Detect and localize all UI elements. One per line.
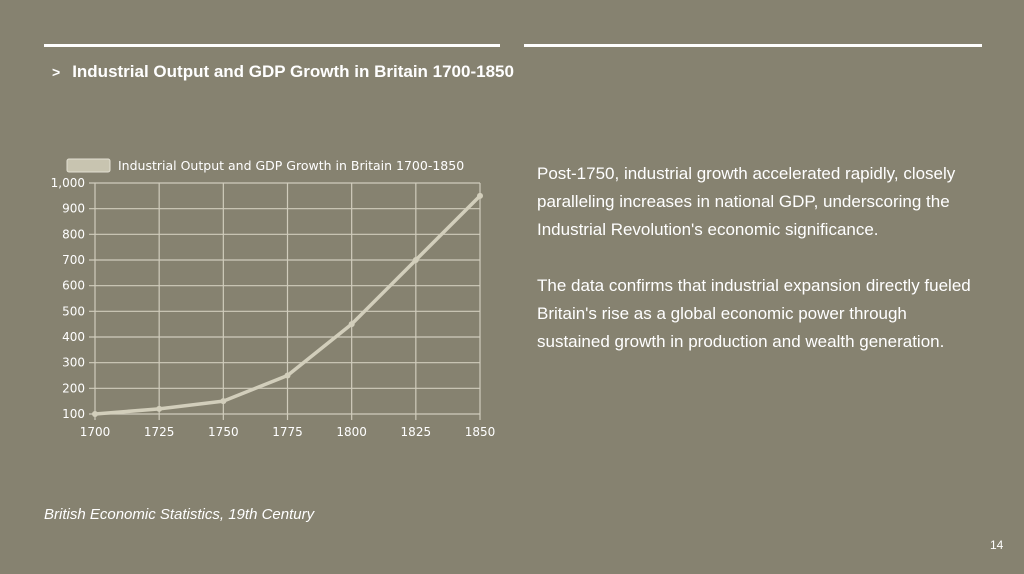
top-rule-right [524, 44, 982, 47]
source-citation: British Economic Statistics, 19th Centur… [44, 506, 315, 523]
slide-header: > Industrial Output and GDP Growth in Br… [52, 62, 514, 82]
top-rule-left [44, 44, 500, 47]
y-tick-label: 100 [62, 407, 85, 421]
y-tick-label: 500 [62, 304, 85, 318]
data-point [92, 411, 98, 417]
x-tick-label: 1850 [465, 425, 496, 439]
body-text: Post-1750, industrial growth accelerated… [537, 160, 977, 384]
bullet-marker: > [52, 64, 61, 80]
y-tick-label: 900 [62, 202, 85, 216]
data-point [348, 321, 355, 328]
x-tick-label: 1700 [80, 425, 111, 439]
data-point [220, 398, 227, 405]
x-tick-label: 1825 [401, 425, 432, 439]
y-tick-label: 700 [62, 253, 85, 267]
data-point [412, 257, 419, 263]
y-tick-label: 300 [62, 356, 85, 370]
data-point [284, 372, 291, 379]
legend-swatch [66, 158, 111, 173]
page-number: 14 [990, 538, 1004, 552]
legend-label: Industrial Output and GDP Growth in Brit… [118, 158, 464, 173]
y-tick-label: 1,000 [51, 176, 85, 190]
data-point [156, 405, 163, 412]
line-chart: 100 200 300 400 500 600 700 800 900 1,000 1700 1725… [51, 158, 496, 439]
y-tick-label: 400 [62, 330, 85, 344]
x-tick-label: 1750 [208, 425, 239, 439]
x-tick-label: 1725 [144, 425, 175, 439]
y-tick-label: 200 [62, 381, 85, 395]
paragraph-1: Post-1750, industrial growth accelerated… [537, 164, 956, 239]
x-tick-label: 1800 [336, 425, 367, 439]
x-tick-label: 1775 [272, 425, 303, 439]
slide-title: Industrial Output and GDP Growth in Brit… [72, 62, 514, 81]
y-tick-label: 800 [62, 227, 85, 241]
y-tick-label: 600 [62, 279, 85, 293]
data-point [477, 192, 483, 199]
paragraph-2: The data confirms that industrial expans… [537, 276, 971, 351]
